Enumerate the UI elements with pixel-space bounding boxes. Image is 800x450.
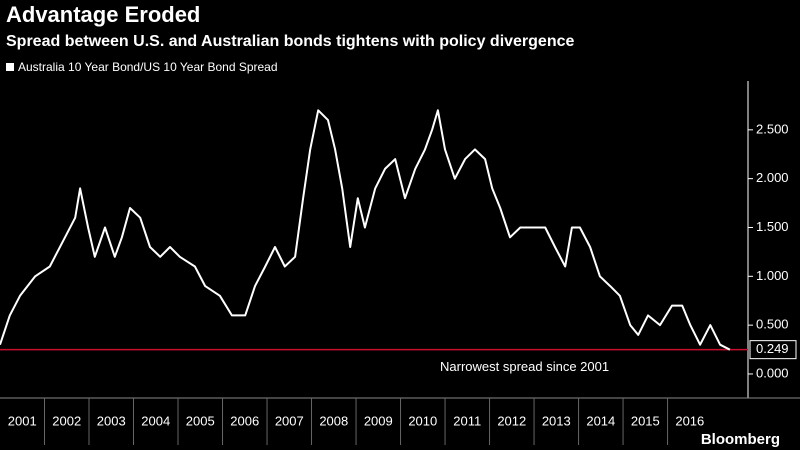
x-tick-label: 2005 [186, 413, 215, 428]
y-tick-label: 2.000 [756, 170, 789, 185]
series-line [0, 109, 731, 351]
source: Bloomberg [701, 431, 780, 448]
x-tick-label: 2015 [631, 413, 660, 428]
x-tick-label: 2008 [319, 413, 348, 428]
annotation: Narrowest spread since 2001 [440, 359, 609, 374]
x-tick-label: 2013 [542, 413, 571, 428]
x-tick-label: 2009 [364, 413, 393, 428]
y-tick-label: 1.000 [756, 268, 789, 283]
x-tick-label: 2011 [453, 413, 481, 428]
value-box [749, 340, 797, 360]
x-tick-label: 2007 [275, 413, 304, 428]
x-tick-label: 2014 [586, 413, 615, 428]
x-tick-label: 2016 [675, 413, 704, 428]
x-tick-label: 2002 [52, 413, 81, 428]
legend-label: Australia 10 Year Bond/US 10 Year Bond S… [18, 60, 278, 74]
x-tick-label: 2001 [8, 413, 37, 428]
value-box-label: 0.249 [756, 341, 789, 356]
legend-swatch [6, 63, 14, 71]
chart-subtitle: Spread between U.S. and Australian bonds… [6, 33, 575, 50]
chart-title: Advantage Eroded [6, 2, 200, 27]
y-tick-label: 0.500 [756, 317, 789, 332]
x-tick-label: 2010 [408, 413, 437, 428]
y-tick-label: 2.500 [756, 121, 789, 136]
x-tick-label: 2004 [141, 413, 170, 428]
y-tick-label: 1.500 [756, 219, 789, 234]
x-tick-label: 2003 [97, 413, 126, 428]
x-tick-label: 2006 [230, 413, 259, 428]
y-tick-label: 0.000 [756, 365, 789, 380]
x-tick-label: 2012 [497, 413, 526, 428]
